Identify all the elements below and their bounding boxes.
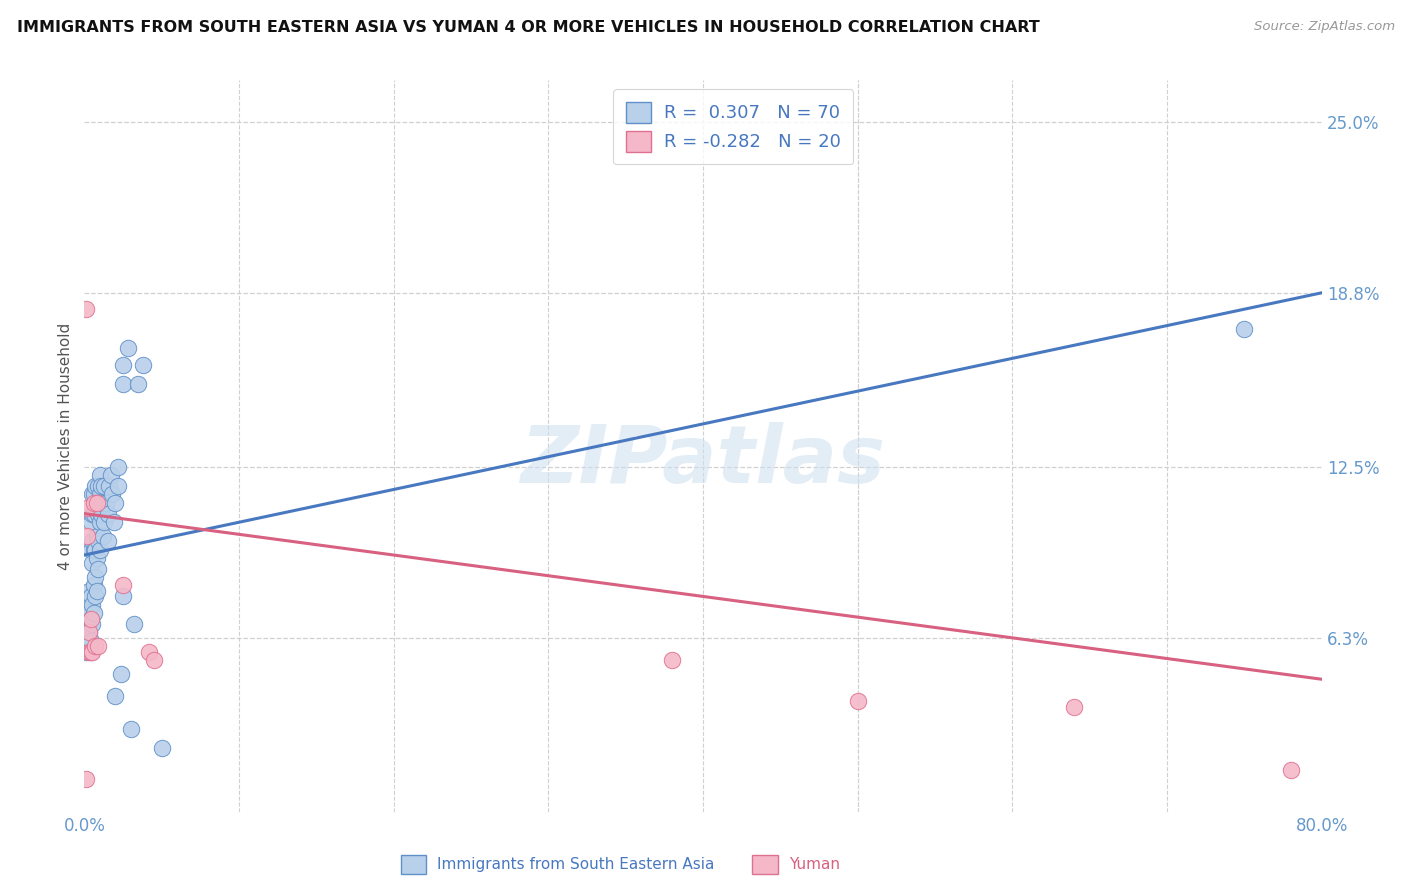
Point [79, 515, 101, 529]
Point [87, 507, 110, 521]
Point [75, 645, 97, 659]
Point [83, 578, 105, 592]
Point [107, 479, 129, 493]
Point [89, 515, 111, 529]
Point [97, 534, 120, 549]
Point [100, 467, 122, 482]
Point [82, 487, 104, 501]
Point [79, 590, 101, 604]
Point [112, 578, 135, 592]
Point [138, 645, 160, 659]
Text: Source: ZipAtlas.com: Source: ZipAtlas.com [1254, 20, 1395, 33]
Point [77, 606, 100, 620]
Point [77, 625, 100, 640]
Point [104, 495, 127, 509]
Point [84, 570, 107, 584]
Point [82, 598, 104, 612]
Point [86, 495, 108, 509]
Point [79, 645, 101, 659]
Point [84, 479, 107, 493]
Point [86, 495, 108, 509]
Text: IMMIGRANTS FROM SOUTH EASTERN ASIA VS YUMAN 4 OR MORE VEHICLES IN HOUSEHOLD CORR: IMMIGRANTS FROM SOUTH EASTERN ASIA VS YU… [17, 20, 1039, 35]
Point [86, 529, 108, 543]
Point [91, 495, 114, 509]
Text: Immigrants from South Eastern Asia: Immigrants from South Eastern Asia [437, 857, 714, 871]
Point [79, 633, 101, 648]
Point [75, 625, 97, 640]
Point [107, 459, 129, 474]
Point [83, 507, 105, 521]
Point [93, 479, 115, 493]
Point [661, 653, 683, 667]
Point [77, 583, 100, 598]
Point [90, 479, 112, 493]
Point [91, 529, 114, 543]
Point [83, 606, 105, 620]
Point [79, 542, 101, 557]
Point [120, 722, 142, 736]
Point [82, 617, 104, 632]
Point [79, 611, 101, 625]
Point [76, 598, 98, 612]
Point [76, 529, 98, 543]
Point [75, 302, 97, 317]
Point [84, 590, 107, 604]
Point [1063, 699, 1085, 714]
Point [112, 358, 135, 372]
Point [77, 645, 100, 659]
Point [84, 639, 107, 653]
Point [112, 590, 135, 604]
Point [82, 534, 104, 549]
Point [89, 467, 111, 482]
Point [128, 376, 150, 391]
Point [86, 550, 108, 565]
Point [75, 772, 97, 786]
Point [87, 639, 110, 653]
Point [112, 376, 135, 391]
Point [143, 653, 166, 667]
Point [89, 487, 111, 501]
Point [82, 557, 104, 571]
Point [83, 487, 105, 501]
Point [79, 611, 101, 625]
Point [83, 495, 105, 509]
Point [76, 639, 98, 653]
Point [132, 358, 155, 372]
Point [86, 583, 108, 598]
Point [93, 515, 115, 529]
Point [76, 617, 98, 632]
Point [75, 611, 97, 625]
Text: ZIPatlas: ZIPatlas [520, 422, 886, 500]
Point [77, 625, 100, 640]
Point [101, 487, 124, 501]
Point [82, 507, 104, 521]
Point [87, 479, 110, 493]
Y-axis label: 4 or more Vehicles in Household: 4 or more Vehicles in Household [58, 322, 73, 570]
Point [846, 694, 869, 708]
Point [104, 689, 127, 703]
Point [122, 617, 145, 632]
Point [84, 501, 107, 516]
Legend: R =  0.307   N = 70, R = -0.282   N = 20: R = 0.307 N = 70, R = -0.282 N = 20 [613, 89, 853, 164]
Point [87, 534, 110, 549]
Point [94, 495, 117, 509]
Point [117, 341, 139, 355]
Point [84, 542, 107, 557]
Point [90, 507, 112, 521]
Point [110, 666, 132, 681]
Text: Yuman: Yuman [789, 857, 839, 871]
Point [103, 515, 125, 529]
Point [76, 501, 98, 516]
Point [98, 479, 121, 493]
Point [150, 741, 173, 756]
Point [1233, 321, 1256, 335]
Point [87, 562, 110, 576]
Point [83, 542, 105, 557]
Point [89, 542, 111, 557]
Point [97, 507, 120, 521]
Point [1279, 764, 1302, 778]
Point [82, 645, 104, 659]
